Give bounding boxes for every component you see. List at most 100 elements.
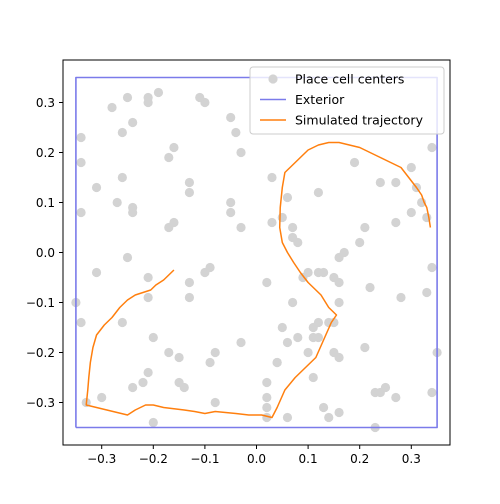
place-cell-point	[391, 217, 401, 228]
place-cell-point	[184, 187, 195, 198]
place-cell-point	[76, 157, 86, 168]
place-cell-point	[308, 372, 318, 383]
place-cell-point	[427, 387, 437, 398]
place-cell-point	[303, 267, 313, 278]
place-cell-point	[396, 292, 406, 303]
place-cell-point	[334, 277, 344, 288]
place-cell-point	[391, 177, 401, 188]
place-cell-point	[324, 412, 334, 423]
place-cell-point	[272, 357, 282, 368]
x-tick-label: 0.2	[350, 452, 369, 466]
place-cell-point	[138, 377, 148, 388]
place-cell-point	[76, 207, 86, 218]
place-cell-point	[184, 292, 195, 303]
place-cell-point	[282, 192, 293, 203]
place-cell-point	[318, 267, 329, 278]
place-cell-point	[375, 177, 385, 188]
place-cell-point	[184, 277, 195, 288]
place-cell-point	[236, 147, 246, 158]
place-cell-point	[231, 127, 241, 138]
x-axis: −0.3 −0.2 −0.1 0.0 0.1 0.2 0.3	[87, 445, 421, 466]
place-cell-point	[427, 142, 437, 153]
place-cell-point	[195, 92, 205, 103]
place-cell-point	[143, 367, 153, 378]
place-cell-point	[422, 287, 432, 298]
place-cell-point	[308, 332, 318, 343]
place-cell-point	[277, 212, 287, 223]
place-cell-point	[303, 347, 313, 358]
place-cell-point	[76, 132, 86, 143]
y-tick-label: 0.2	[36, 146, 55, 160]
place-cell-point	[205, 357, 215, 368]
place-cell-point	[107, 102, 117, 113]
y-axis: −0.3 −0.2 −0.1 0.0 0.1 0.2 0.3	[26, 96, 63, 410]
place-cell-point	[267, 217, 277, 228]
place-cell-point	[236, 337, 246, 348]
y-tick-label: 0.3	[36, 96, 55, 110]
legend-label: Simulated trajectory	[295, 113, 424, 128]
place-cell-point	[210, 397, 220, 408]
y-tick-label: 0.1	[36, 196, 55, 210]
place-cell-point	[128, 202, 138, 213]
place-cell-point	[262, 377, 272, 388]
place-cell-point	[117, 172, 127, 183]
y-tick-label: −0.1	[26, 296, 55, 310]
place-cell-point	[360, 342, 370, 353]
place-cell-point	[169, 142, 179, 153]
place-cell-point	[262, 392, 272, 403]
place-cell-point	[427, 262, 437, 273]
place-cell-point	[128, 382, 138, 393]
place-cell-point	[148, 332, 158, 343]
x-tick-label: −0.3	[87, 452, 116, 466]
place-cell-point	[355, 237, 365, 248]
x-tick-label: −0.1	[190, 452, 219, 466]
place-cell-point	[288, 297, 298, 308]
place-cell-point	[174, 352, 184, 363]
x-tick-label: −0.2	[139, 452, 168, 466]
place-cell-point	[112, 197, 122, 208]
place-cell-point	[282, 337, 293, 348]
legend-box	[249, 66, 445, 135]
y-tick-label: −0.2	[26, 346, 55, 360]
y-tick-label: −0.3	[26, 396, 55, 410]
place-cell-point	[97, 392, 107, 403]
place-cell-point	[117, 127, 127, 138]
place-cell-point	[349, 157, 360, 168]
place-cell-point	[288, 222, 298, 233]
legend: Place cell centers Exterior Simulated traj…	[249, 66, 445, 135]
x-tick-label: 0.0	[247, 452, 266, 466]
scatter-series	[71, 87, 442, 433]
legend-label: Exterior	[295, 92, 345, 107]
place-cell-point	[76, 317, 86, 328]
place-cell-point	[365, 282, 375, 293]
place-cell-point	[210, 347, 220, 358]
place-cell-point	[91, 267, 102, 278]
place-cell-point	[179, 382, 189, 393]
place-cell-point	[334, 407, 344, 418]
place-cell-point	[391, 392, 401, 403]
place-cell-point	[91, 182, 102, 193]
place-cell-point	[277, 322, 287, 333]
y-tick-label: 0.0	[36, 246, 55, 260]
trajectory-line	[85, 141, 432, 419]
place-cell-point	[339, 247, 349, 258]
place-cell-point	[360, 222, 370, 233]
place-cell-point	[164, 222, 174, 233]
place-cell-point	[318, 402, 329, 413]
place-cell-point	[164, 152, 174, 163]
place-cell-point	[380, 382, 391, 393]
place-cell-point	[262, 402, 272, 413]
place-cell-point	[334, 352, 344, 363]
place-cell-point	[313, 187, 324, 198]
legend-marker-place-cells	[268, 74, 278, 84]
x-tick-label: 0.1	[299, 452, 318, 466]
place-cell-point	[153, 87, 164, 98]
place-cell-point	[122, 252, 133, 263]
place-cell-point	[148, 417, 158, 428]
place-cell-point	[262, 277, 272, 288]
place-cell-point	[143, 272, 153, 283]
place-cell-point	[122, 92, 133, 103]
place-cell-point	[406, 207, 416, 218]
place-cell-point	[143, 292, 153, 303]
